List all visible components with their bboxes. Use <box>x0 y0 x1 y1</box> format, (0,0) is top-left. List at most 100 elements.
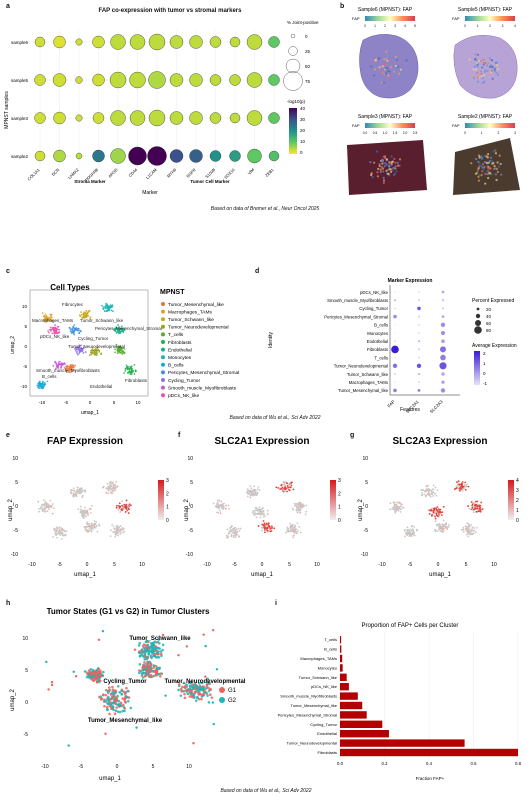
cell-point <box>121 504 123 507</box>
cluster-label: Fibrocytes <box>62 302 84 307</box>
cell-point <box>198 690 201 694</box>
cell-point <box>109 490 112 493</box>
cell-point <box>285 531 287 534</box>
spot <box>384 162 387 165</box>
cell-point <box>81 349 84 352</box>
cell-point <box>176 680 179 684</box>
dot <box>394 340 396 342</box>
cell-point <box>124 369 127 372</box>
cell-point <box>465 485 467 488</box>
cell-point <box>53 332 56 335</box>
cell-point <box>254 490 257 492</box>
cell-point <box>119 529 122 532</box>
cell-point <box>97 638 101 641</box>
tile-tick-label: 2 <box>489 24 491 28</box>
cell-point <box>104 693 108 697</box>
cell-point <box>472 511 475 514</box>
cell-point <box>161 633 165 637</box>
cell-point <box>89 525 92 528</box>
cell-point <box>289 486 292 489</box>
cell-point <box>95 680 99 684</box>
spot <box>487 176 490 180</box>
legend-label: pDCs_NK_like <box>168 393 200 399</box>
x-tick-label: -10 <box>378 562 385 568</box>
cell-point <box>122 504 125 507</box>
cell-point <box>284 485 286 487</box>
cell-point <box>283 483 286 486</box>
cell-point <box>189 685 193 688</box>
cell-point <box>212 722 215 726</box>
cell-point <box>266 529 268 532</box>
cell-point <box>122 351 125 354</box>
spot <box>477 73 481 76</box>
bar <box>340 711 367 719</box>
spot <box>484 182 487 185</box>
cell-point <box>460 484 463 487</box>
cell-point <box>58 530 61 533</box>
x-tick-label: -10 <box>41 764 48 770</box>
cell-point <box>41 312 44 314</box>
y-tick-label: sample5 <box>11 78 29 83</box>
cell-point <box>114 689 118 693</box>
dot <box>441 339 445 343</box>
cell-point <box>105 487 108 490</box>
tile-tick-label: 1 <box>374 24 376 28</box>
cell-point <box>471 506 474 509</box>
cell-point <box>393 505 396 508</box>
dot <box>92 35 105 49</box>
cell-point <box>125 507 128 510</box>
spot <box>491 77 494 80</box>
cell-point <box>178 683 181 686</box>
cell-point <box>120 325 123 328</box>
cell-point <box>119 511 122 513</box>
cell-point <box>53 328 55 331</box>
cell-point <box>238 530 241 532</box>
panel-letter-f: f <box>178 432 181 439</box>
dot <box>110 148 126 164</box>
cell-point <box>389 508 391 511</box>
cell-point <box>291 523 294 526</box>
x-tick-label: DCN <box>51 167 61 177</box>
cell-point <box>411 532 414 535</box>
cell-point <box>151 669 154 673</box>
cell-point <box>93 675 96 679</box>
cell-point <box>47 330 50 332</box>
spot <box>386 70 390 73</box>
cell-point <box>433 492 436 495</box>
cell-point <box>86 511 88 514</box>
dot <box>148 33 166 51</box>
cell-point <box>227 532 230 535</box>
cell-point <box>86 530 89 533</box>
dot <box>394 324 396 326</box>
cell-point <box>118 332 121 334</box>
y-tick-label: Fibroblasts <box>317 750 337 755</box>
cell-point <box>67 744 70 747</box>
dot <box>75 114 83 122</box>
cell-point <box>468 523 470 526</box>
spot <box>373 68 377 71</box>
cell-point <box>69 364 72 367</box>
cell-point <box>112 701 115 705</box>
cell-point <box>106 689 110 693</box>
cell-point <box>479 504 482 507</box>
y-tick-label: 0 <box>25 700 28 706</box>
cell-point <box>233 527 235 530</box>
panel-a-group-stroma: Stroma Marker <box>74 179 106 184</box>
spot <box>477 179 481 182</box>
cell-point <box>115 506 118 509</box>
cell-point <box>119 330 122 333</box>
cell-point <box>117 324 119 326</box>
cell-point <box>464 488 467 491</box>
cell-point <box>225 504 227 507</box>
cell-point <box>41 510 44 512</box>
cell-point <box>204 675 207 678</box>
cell-point <box>72 492 75 495</box>
spot <box>377 57 380 61</box>
panel-c-legend-title: MPNST <box>160 289 185 296</box>
panel-e-ylabel: umap_2 <box>8 498 14 520</box>
cell-point <box>429 495 432 498</box>
bar <box>340 654 343 663</box>
dot <box>418 356 420 359</box>
cell-point <box>36 384 39 387</box>
tile-tick-label: 4 <box>514 24 516 28</box>
